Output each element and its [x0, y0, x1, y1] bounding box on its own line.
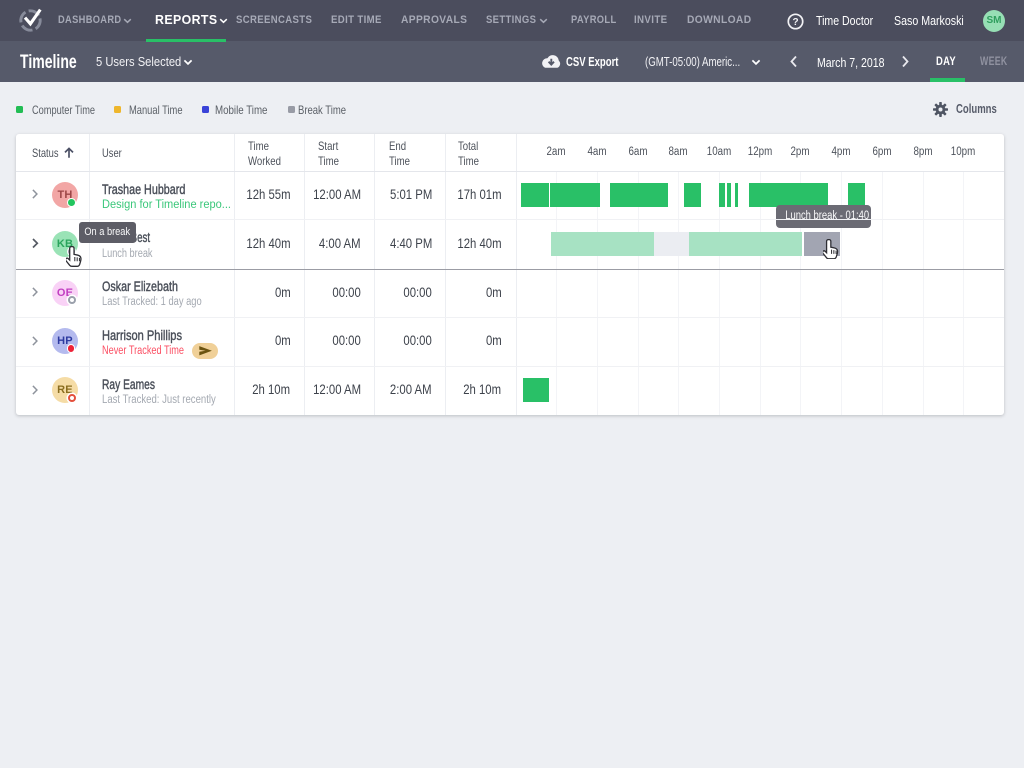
svg-text:?: ? — [792, 17, 798, 28]
